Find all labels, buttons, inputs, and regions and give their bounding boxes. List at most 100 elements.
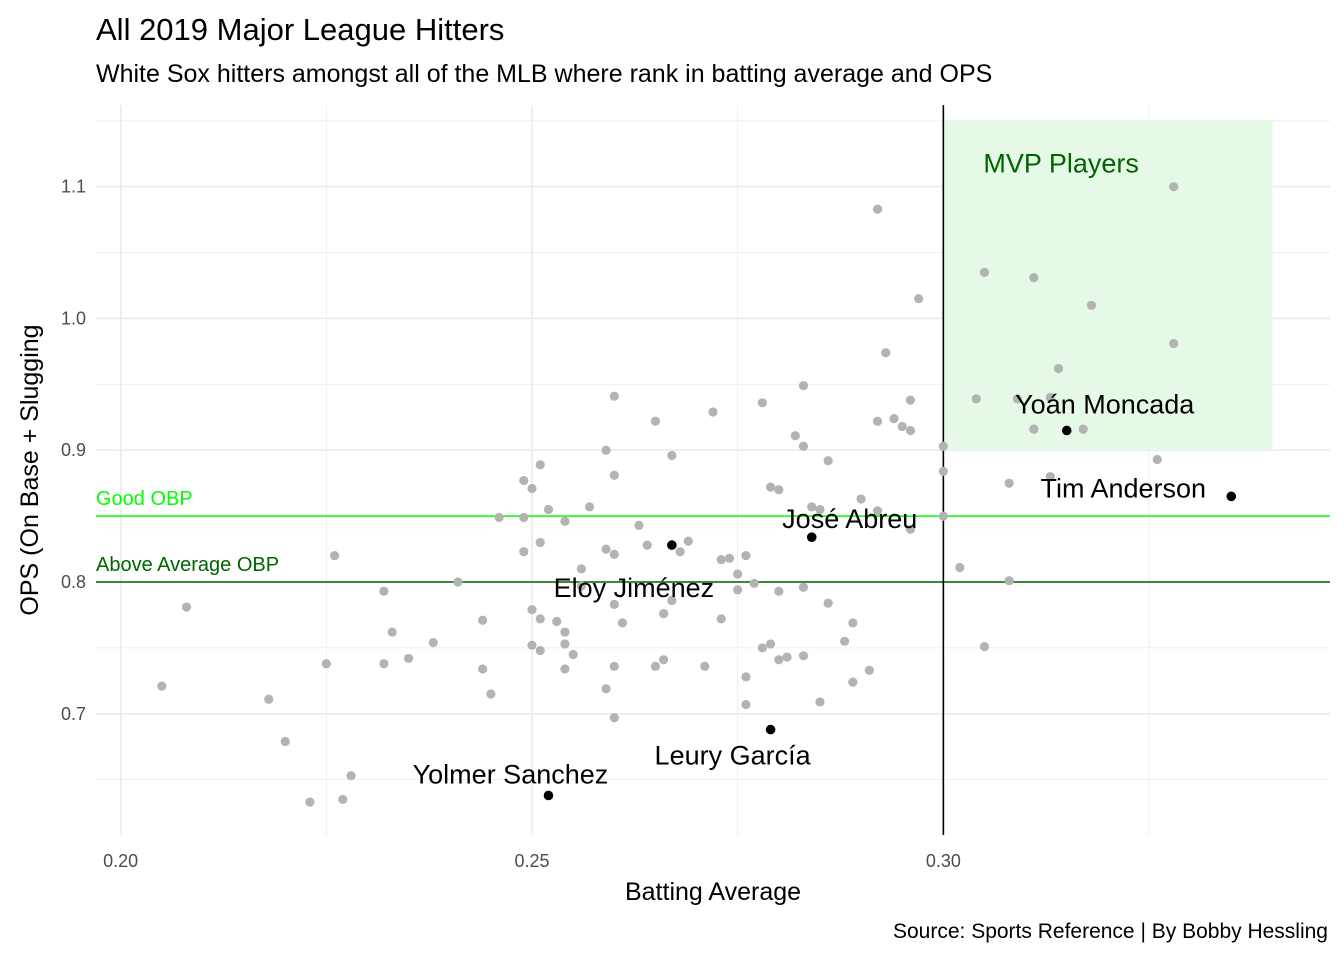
player-point <box>535 614 545 624</box>
player-point <box>1045 392 1055 403</box>
player-point <box>1004 478 1014 488</box>
player-point <box>749 578 759 588</box>
player-point <box>379 659 389 669</box>
player-point <box>346 771 356 781</box>
player-point <box>264 694 274 704</box>
player-point <box>905 425 916 436</box>
player-point <box>856 494 866 504</box>
player-point <box>601 544 611 554</box>
x-axis-title: Batting Average <box>625 878 801 906</box>
player-point <box>675 547 685 557</box>
x-tick-label: 0.25 <box>514 851 549 871</box>
y-tick-label: 1.0 <box>61 308 86 328</box>
player-point <box>568 649 578 660</box>
player-point <box>1078 424 1088 434</box>
axis-tick-labels: 0.20 0.25 0.30 0.7 0.8 0.9 1.0 1.1 <box>61 177 961 871</box>
player-point <box>774 655 784 665</box>
white-sox-player-label: Leury García <box>655 741 812 771</box>
player-point <box>321 659 331 669</box>
player-point <box>560 627 570 637</box>
white-sox-point <box>1061 425 1072 436</box>
mvp-region-label: MVP Players <box>983 149 1139 179</box>
y-tick-label: 0.9 <box>61 440 86 460</box>
player-point <box>535 460 545 470</box>
player-point <box>716 555 726 565</box>
white-sox-player-label: Yoán Moncada <box>1015 389 1195 419</box>
player-point <box>1169 338 1179 349</box>
player-point <box>724 553 735 563</box>
player-point <box>708 407 718 417</box>
player-point <box>609 549 619 559</box>
player-point <box>971 394 981 404</box>
player-point <box>601 445 611 455</box>
white-sox-player-label: Tim Anderson <box>1040 473 1206 503</box>
player-point <box>872 506 883 516</box>
white-sox-player-label: Eloy Jiménez <box>554 573 715 603</box>
player-point <box>576 564 586 574</box>
player-point <box>848 677 858 687</box>
player-point <box>798 582 809 592</box>
white-sox-point <box>765 724 776 735</box>
player-point <box>329 551 340 561</box>
player-point <box>181 602 192 612</box>
player-point <box>905 395 916 405</box>
player-point <box>527 483 537 494</box>
player-point <box>798 651 809 661</box>
white-sox-player-label: Yolmer Sanchez <box>413 759 609 789</box>
player-point <box>815 697 825 707</box>
player-point <box>905 524 916 534</box>
player-point <box>1086 300 1097 310</box>
player-point <box>938 511 948 521</box>
obp-reference-lines: Good OBP Above Average OBP <box>96 488 1330 583</box>
player-point <box>741 551 751 561</box>
player-point <box>305 797 315 807</box>
x-tick-label: 0.20 <box>103 851 138 871</box>
player-point <box>157 681 167 691</box>
player-point <box>404 653 414 664</box>
player-point <box>609 599 619 610</box>
player-point <box>1012 394 1022 404</box>
white-sox-point <box>543 790 554 801</box>
player-point <box>527 605 537 615</box>
player-point <box>765 482 776 492</box>
player-point <box>864 665 874 675</box>
player-point <box>576 581 586 591</box>
player-point <box>609 713 619 723</box>
player-point <box>823 456 833 466</box>
player-point <box>683 536 693 546</box>
player-point <box>659 609 669 619</box>
white-sox-points: Yoán Moncada Tim Anderson José Abreu Eloy J… <box>413 389 1237 801</box>
player-point <box>741 699 751 710</box>
player-point <box>774 485 784 495</box>
player-point <box>519 547 529 557</box>
player-point <box>1029 273 1039 283</box>
player-point <box>733 569 743 579</box>
player-point <box>757 643 767 653</box>
player-point <box>560 639 570 649</box>
player-point <box>552 616 562 627</box>
player-point <box>798 381 809 391</box>
player-point <box>601 684 611 694</box>
player-point <box>1045 471 1055 482</box>
player-point <box>478 664 488 674</box>
obp-line-label: Good OBP <box>96 488 193 510</box>
player-point <box>379 586 389 596</box>
player-point <box>881 348 891 358</box>
player-point <box>914 294 924 304</box>
player-point <box>560 516 570 526</box>
player-point <box>1152 454 1162 465</box>
player-point <box>897 421 907 432</box>
player-point <box>486 689 496 699</box>
player-point <box>659 655 669 665</box>
white-sox-point <box>1226 491 1237 502</box>
other-players-points <box>157 182 1179 807</box>
white-sox-player-label: José Abreu <box>782 504 917 534</box>
player-point <box>667 595 677 606</box>
player-point <box>535 645 545 656</box>
chart-title: All 2019 Major League Hitters <box>96 12 505 47</box>
player-point <box>872 204 883 214</box>
player-point <box>585 502 595 512</box>
mvp-region <box>943 120 1273 451</box>
y-axis-title: OPS (On Base + Slugging <box>16 324 44 615</box>
